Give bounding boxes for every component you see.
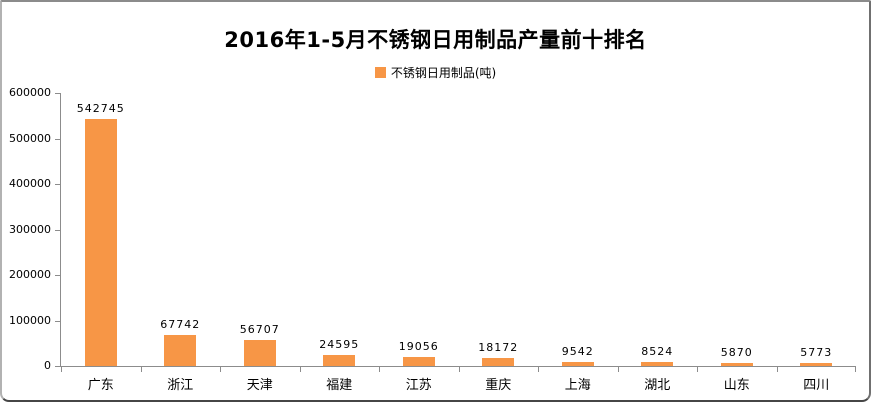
- bar: [720, 363, 753, 366]
- x-tick-label: 湖北: [644, 378, 671, 393]
- bar-value-label: 8524: [641, 345, 674, 359]
- y-tick-mark: [55, 138, 61, 140]
- x-tick-label: 浙江: [167, 378, 194, 393]
- x-tick-mark: [776, 366, 778, 372]
- bar-slot: 8524 湖北: [618, 93, 698, 393]
- x-tick-mark: [61, 366, 62, 372]
- bar-slot: 5773 四川: [777, 93, 857, 393]
- x-tick-mark: [617, 366, 619, 372]
- x-tick-mark: [379, 366, 380, 372]
- bar-value-label: 5773: [800, 346, 833, 360]
- chart-title: 2016年1-5月不锈钢日用制品产量前十排名: [224, 28, 647, 52]
- bar-value-label: 56707: [239, 323, 280, 337]
- bar-value-label: 67742: [160, 318, 201, 332]
- y-tick-mark: [55, 320, 61, 322]
- x-tick-label: 广东: [87, 378, 114, 393]
- bar-slot: 9542 上海: [538, 93, 618, 393]
- legend-swatch-icon: [374, 67, 386, 78]
- x-tick-label: 江苏: [405, 378, 432, 393]
- bar-slot: 56707 天津: [220, 93, 300, 393]
- y-tick-mark: [55, 229, 61, 231]
- bar-slot: 18172 重庆: [459, 93, 539, 393]
- x-tick-mark: [855, 366, 856, 372]
- bar-slot: 67742 浙江: [141, 93, 221, 393]
- bar: [402, 357, 435, 366]
- y-tick-label: 200000: [9, 268, 51, 281]
- plot-area: 600000 500000 400000 300000 200000 100000 0 542…: [9, 86, 857, 393]
- bar-slot: 5870 山东: [697, 93, 777, 393]
- y-tick-label: 400000: [9, 177, 51, 190]
- y-tick-label: 0: [44, 359, 51, 372]
- y-tick-label: 600000: [9, 86, 51, 99]
- bar-value-label: 19056: [398, 340, 439, 354]
- legend: 不锈钢日用制品(吨): [2, 64, 869, 81]
- bar: [641, 362, 674, 366]
- bar-value-label: 24595: [319, 337, 360, 351]
- y-tick-mark: [55, 93, 61, 94]
- bar-value-label: 5870: [720, 346, 753, 360]
- bar-slot: 24595 福建: [300, 93, 380, 393]
- x-tick-mark: [458, 366, 460, 372]
- x-tick-label: 上海: [564, 378, 591, 393]
- bar: [84, 119, 117, 366]
- bar-value-label: 18172: [478, 340, 519, 354]
- bar-slot: 542745 广东: [61, 93, 141, 393]
- x-tick-mark: [697, 366, 698, 372]
- bar-slot: 19056 江苏: [379, 93, 459, 393]
- x-tick-mark: [140, 366, 142, 372]
- y-tick-label: 500000: [9, 131, 51, 145]
- bar: [323, 354, 356, 366]
- bar-value-label: 542745: [76, 102, 125, 116]
- y-tick-label: 100000: [9, 313, 51, 327]
- y-tick-label: 300000: [9, 222, 51, 236]
- x-tick-mark: [220, 366, 221, 372]
- x-tick-mark: [538, 366, 539, 372]
- legend-label: 不锈钢日用制品(吨): [390, 66, 497, 80]
- x-tick-label: 天津: [246, 378, 273, 393]
- y-tick-mark: [55, 275, 61, 276]
- x-tick-label: 四川: [803, 378, 830, 393]
- x-tick-label: 福建: [326, 378, 353, 393]
- y-tick-mark: [55, 184, 61, 185]
- x-tick-label: 山东: [723, 378, 750, 393]
- x-tick-mark: [299, 366, 301, 372]
- bar: [482, 357, 515, 366]
- bar-value-label: 9542: [561, 344, 594, 358]
- bar: [800, 363, 833, 366]
- x-tick-label: 重庆: [485, 378, 512, 393]
- bar: [561, 361, 594, 366]
- bar: [243, 340, 276, 366]
- bar: [164, 335, 197, 366]
- y-tick-mark: [55, 366, 61, 367]
